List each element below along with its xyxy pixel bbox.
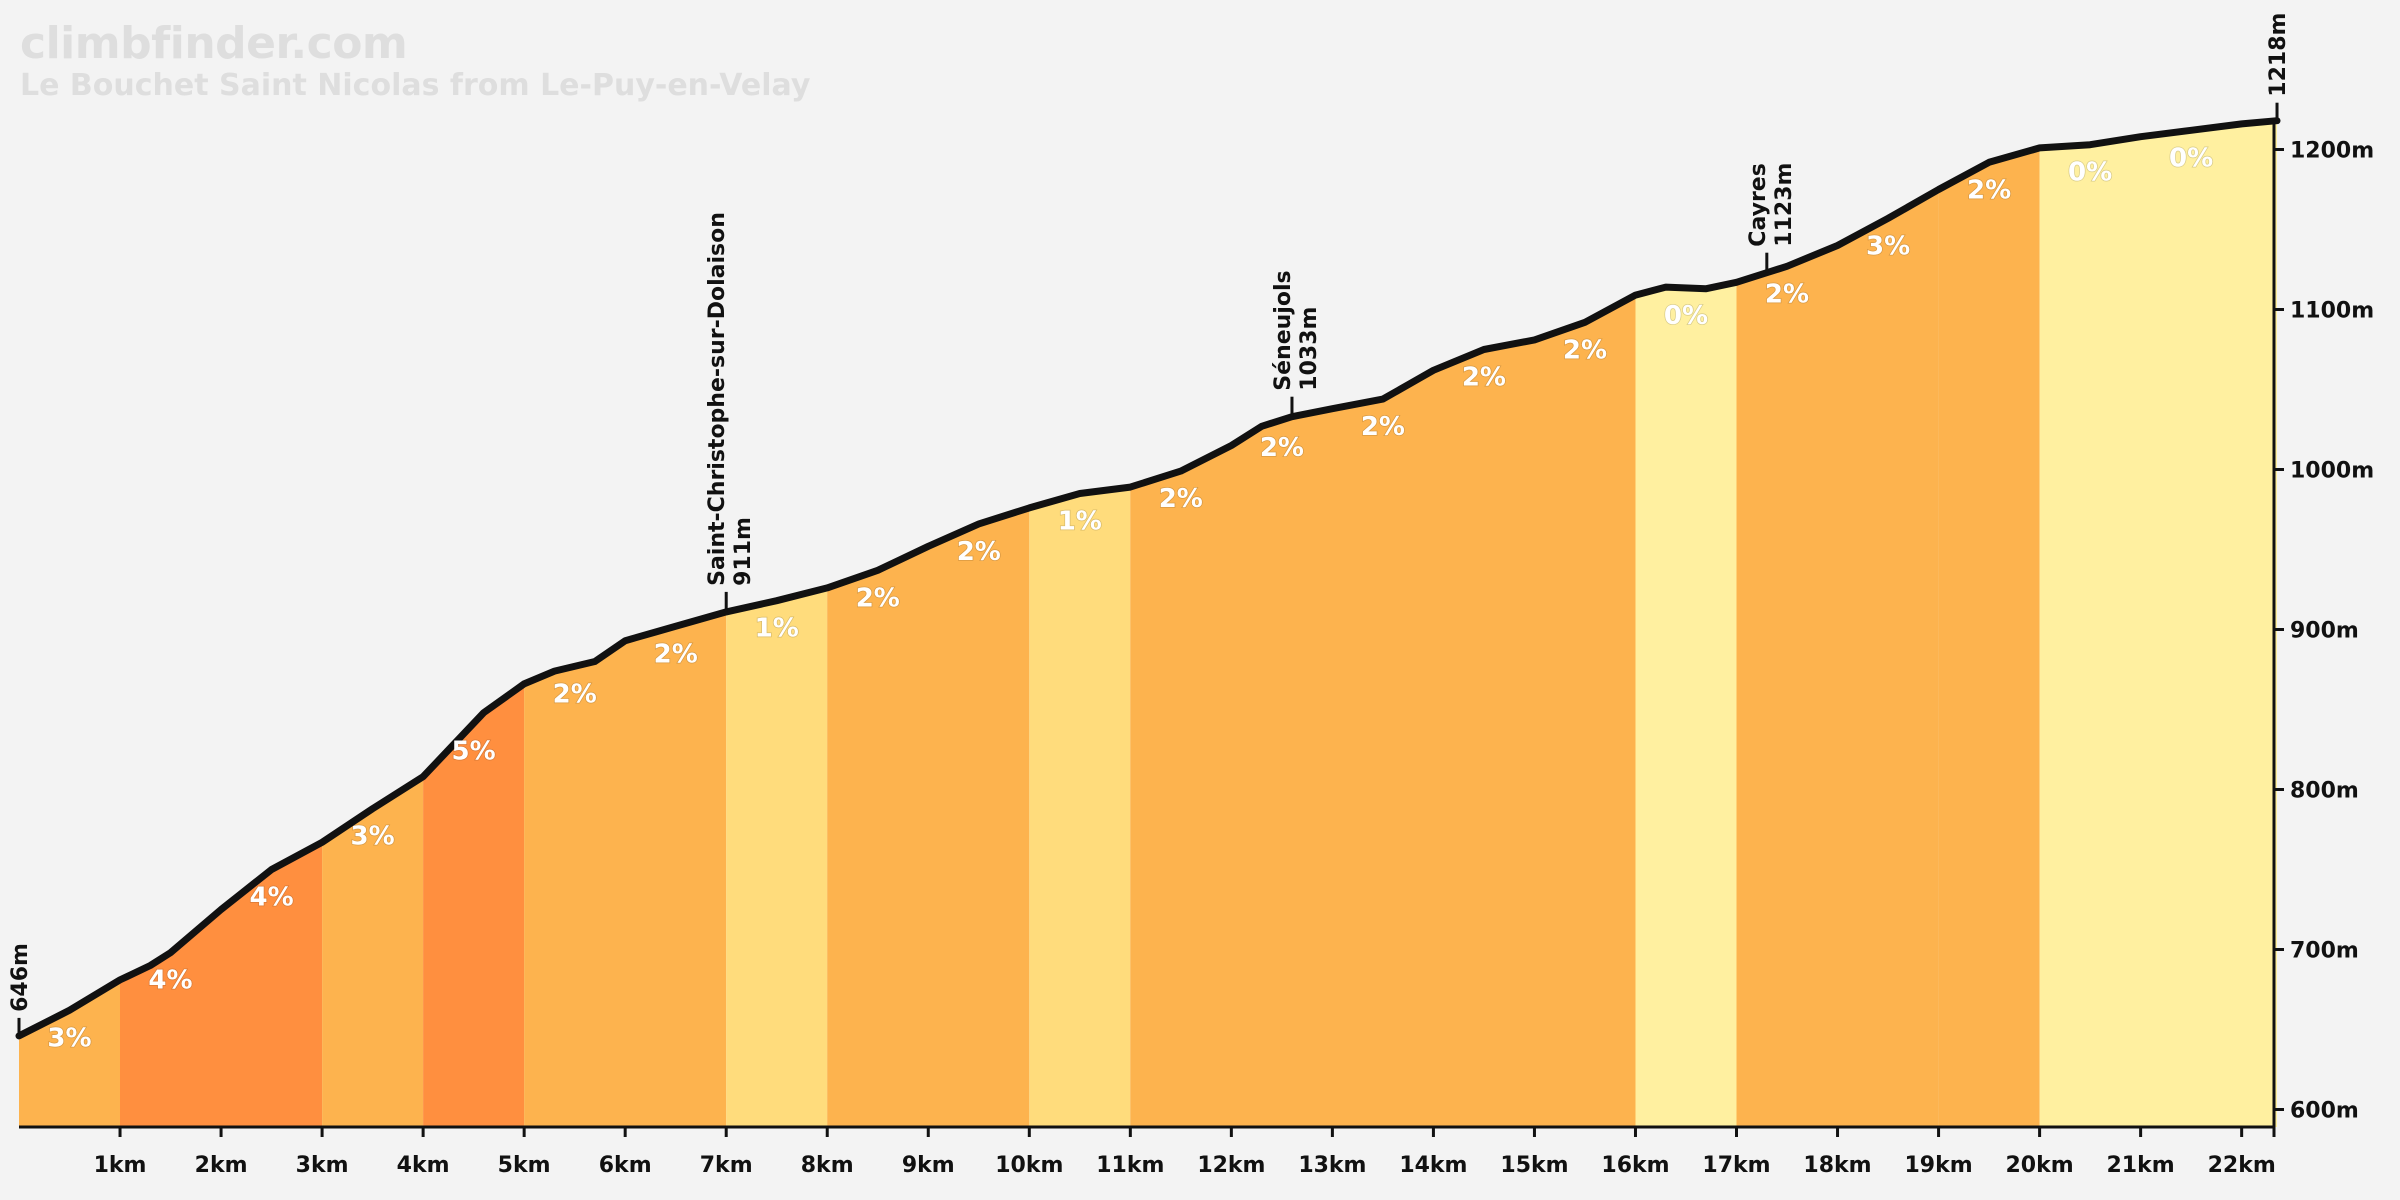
x-tick-label-6: 6km <box>599 1153 652 1178</box>
grade-segment-3 <box>423 683 525 1127</box>
place-name-1: Séneujols <box>1271 270 1296 390</box>
x-tick-label-4: 4km <box>397 1153 450 1178</box>
x-tick-label-13: 13km <box>1298 1153 1366 1178</box>
grade-label-14: 2% <box>1462 363 1506 393</box>
place-name-0: Saint-Christophe-sur-Dolaison <box>705 212 730 586</box>
place-elevation-1: 1033m <box>1297 307 1322 391</box>
grade-label-20: 0% <box>2068 158 2112 188</box>
grade-segment-4 <box>524 611 727 1127</box>
grade-label-5: 2% <box>553 679 597 709</box>
x-tick-label-22: 22km <box>2208 1153 2276 1178</box>
grade-label-11: 2% <box>1159 484 1203 514</box>
grade-segment-1 <box>120 842 323 1127</box>
place-elevation-2: 1123m <box>1772 163 1797 247</box>
x-tick-label-17: 17km <box>1702 1153 1770 1178</box>
x-tick-label-14: 14km <box>1399 1153 1467 1178</box>
grade-segment-7 <box>1029 487 1131 1128</box>
grade-label-6: 2% <box>654 639 698 669</box>
profile-line-group <box>15 117 2281 1040</box>
grade-segment-11 <box>1837 189 1939 1127</box>
grade-label-13: 2% <box>1361 412 1405 442</box>
grade-label-0: 3% <box>47 1023 91 1053</box>
place-elevation-0: 911m <box>731 517 756 586</box>
x-tick-label-19: 19km <box>1905 1153 1973 1178</box>
y-tick-label-1200: 1200m <box>2290 139 2374 164</box>
brand-watermark: climbfinder.com <box>20 18 408 69</box>
y-tick-label-700: 700m <box>2290 939 2359 964</box>
grade-segment-13 <box>2039 120 2277 1127</box>
endpoint-labels: 646m 1218m <box>8 13 2291 1036</box>
grade-label-17: 2% <box>1765 279 1809 309</box>
x-tick-label-1: 1km <box>94 1153 147 1178</box>
start-elevation-label: 646m <box>8 943 33 1012</box>
grade-label-8: 2% <box>856 583 900 613</box>
place-name-2: Cayres <box>1746 163 1771 247</box>
y-tick-label-600: 600m <box>2290 1099 2359 1124</box>
x-tick-label-2: 2km <box>195 1153 248 1178</box>
grade-segment-12 <box>1938 147 2040 1127</box>
x-tick-label-12: 12km <box>1197 1153 1265 1178</box>
x-tick-label-21: 21km <box>2107 1153 2175 1178</box>
grade-segment-8 <box>1130 295 1636 1128</box>
grade-segment-0 <box>19 979 120 1127</box>
grade-segment-6 <box>827 507 1030 1127</box>
x-tick-label-15: 15km <box>1500 1153 1568 1178</box>
grade-segment-5 <box>726 587 828 1127</box>
y-tick-label-1100: 1100m <box>2290 299 2374 324</box>
grade-segment-2 <box>322 776 424 1127</box>
x-tick-label-3: 3km <box>296 1153 349 1178</box>
x-tick-label-20: 20km <box>2006 1153 2074 1178</box>
grade-segments <box>19 120 2277 1128</box>
x-tick-label-10: 10km <box>995 1153 1063 1178</box>
place-markers: Saint-Christophe-sur-Dolaison 911m Séneujo… <box>705 163 1797 612</box>
x-axis: 1km 2km 3km 4km 5km 6km 7km 8km 9km 10km 11km 12km 1… <box>19 1125 2276 1178</box>
y-axis: 600m 700m 800m 900m 1000m 1100m 1200m <box>2272 120 2374 1127</box>
end-elevation-label: 1218m <box>2266 13 2291 97</box>
x-tick-label-7: 7km <box>700 1153 753 1178</box>
grade-segment-9 <box>1635 282 1737 1127</box>
profile-line <box>15 117 2281 1040</box>
y-tick-label-1000: 1000m <box>2290 459 2374 484</box>
grade-label-4: 5% <box>452 736 496 766</box>
x-tick-label-18: 18km <box>1803 1153 1871 1178</box>
grade-label-2: 4% <box>250 883 294 913</box>
x-tick-label-8: 8km <box>801 1153 854 1178</box>
grade-label-7: 1% <box>755 614 799 644</box>
y-tick-label-800: 800m <box>2290 779 2359 804</box>
grade-label-12: 2% <box>1260 433 1304 463</box>
chart-subtitle: Le Bouchet Saint Nicolas from Le-Puy-en-… <box>20 68 811 103</box>
grade-labels: 3% 4% 4% 3% 5% 2% 2% 1% 2% 2% 1% 2% 2% 2% 2% 2% 0% 2% 3% 2%… <box>47 143 2214 1055</box>
grade-label-15: 2% <box>1563 335 1607 365</box>
grade-label-1: 4% <box>148 966 192 996</box>
grade-label-9: 2% <box>957 537 1001 567</box>
grade-segment-10 <box>1736 245 1838 1127</box>
grade-label-3: 3% <box>351 822 395 852</box>
x-tick-label-16: 16km <box>1601 1153 1669 1178</box>
grade-label-21: 0% <box>2169 143 2213 173</box>
x-tick-label-11: 11km <box>1096 1153 1164 1178</box>
x-tick-label-5: 5km <box>498 1153 551 1178</box>
grade-label-10: 1% <box>1058 507 1102 537</box>
x-tick-label-9: 9km <box>902 1153 955 1178</box>
grade-label-18: 3% <box>1866 231 1910 261</box>
grade-label-19: 2% <box>1967 175 2011 205</box>
grade-label-16: 0% <box>1664 301 1708 331</box>
y-tick-label-900: 900m <box>2290 619 2359 644</box>
